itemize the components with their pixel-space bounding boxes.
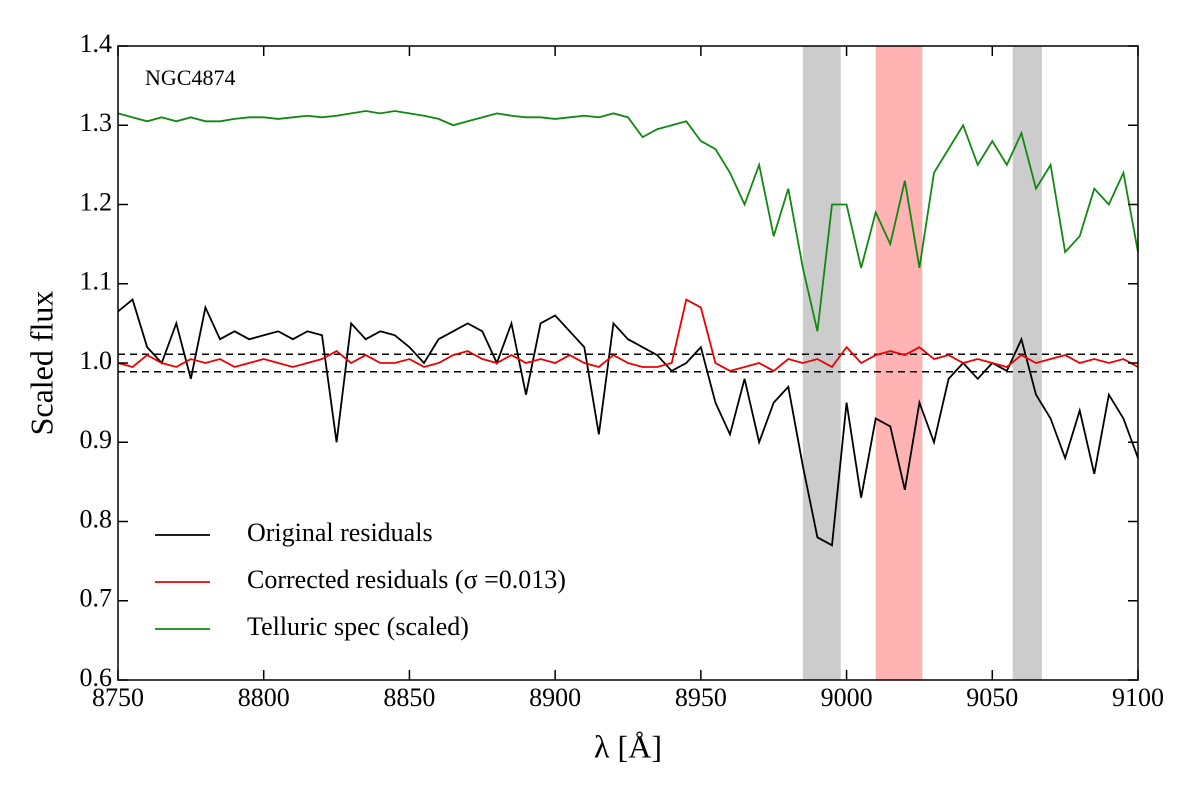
y-tick-label: 1.0 (80, 346, 113, 375)
x-tick-label: 8900 (529, 683, 581, 712)
legend-label: Corrected residuals (σ =0.013) (247, 565, 566, 594)
annotation: NGC4874 (145, 65, 235, 90)
series-line (117, 298, 1139, 373)
x-tick-label: 9000 (821, 683, 873, 712)
x-tick-label: 9100 (1112, 683, 1164, 712)
y-tick-label: 1.4 (80, 29, 113, 58)
y-tick-label: 0.9 (80, 425, 113, 454)
band (875, 46, 923, 680)
y-axis-label: Scaled flux (23, 291, 59, 436)
x-tick-label: 8800 (238, 683, 290, 712)
y-tick-label: 1.2 (80, 187, 113, 216)
y-tick-label: 0.7 (80, 584, 113, 613)
y-tick-label: 0.6 (80, 663, 113, 692)
series-line (117, 110, 1139, 332)
x-tick-label: 8750 (92, 683, 144, 712)
x-tick-label: 9050 (966, 683, 1018, 712)
x-tick-label: 8850 (383, 683, 435, 712)
series-line (117, 298, 1139, 547)
y-tick-label: 0.8 (80, 504, 113, 533)
legend-label: Telluric spec (scaled) (247, 612, 469, 641)
y-tick-label: 1.3 (80, 108, 113, 137)
y-tick-label: 1.1 (80, 267, 113, 296)
x-axis-label: λ [Å] (594, 728, 662, 764)
legend-label: Original residuals (247, 518, 433, 547)
x-tick-label: 8950 (675, 683, 727, 712)
